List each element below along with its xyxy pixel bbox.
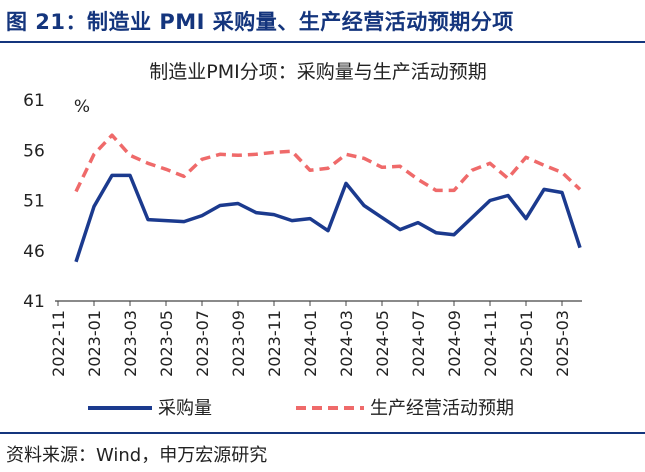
figure-title: 图 21：制造业 PMI 采购量、生产经营活动预期分项 <box>6 10 514 34</box>
x-tick-label: 2025-01 <box>517 310 536 377</box>
x-tick-label: 2022-11 <box>49 310 68 377</box>
series-expectation-line <box>74 133 582 193</box>
x-axis: 2022-11 2023-01 2023-03 2023-05 2023-07 2023-… <box>49 300 582 377</box>
x-tick-label: 2024-05 <box>373 310 392 377</box>
legend-label-purchase: 采购量 <box>158 398 212 419</box>
x-tick-label: 2023-09 <box>229 310 248 377</box>
x-tick-label: 2024-03 <box>337 310 356 377</box>
y-tick-label: 46 <box>23 242 45 262</box>
y-tick-label: 61 <box>23 91 45 111</box>
x-tick-label: 2024-01 <box>301 310 320 377</box>
x-tick-label: 2023-05 <box>157 310 176 377</box>
title-rule <box>0 41 645 43</box>
y-tick-label: 51 <box>23 192 45 212</box>
x-tick-label: 2023-01 <box>85 310 104 377</box>
series-layer <box>74 133 582 263</box>
x-tick-label: 2023-07 <box>193 310 212 377</box>
source-note: 资料来源：Wind，申万宏源研究 <box>6 445 268 466</box>
line-chart: 制造业PMI分项：采购量与生产活动预期 % 41 46 51 56 61 2022-11… <box>23 61 582 419</box>
source-rule <box>0 432 645 434</box>
x-tick-label: 2024-11 <box>481 310 500 377</box>
legend-label-expectation: 生产经营活动预期 <box>370 398 514 419</box>
chart-title: 制造业PMI分项：采购量与生产活动预期 <box>149 61 486 83</box>
x-tick-label: 2024-09 <box>445 310 464 377</box>
x-tick-label: 2024-07 <box>409 310 428 377</box>
y-tick-label: 56 <box>23 141 45 161</box>
x-tick-label: 2025-03 <box>553 310 572 377</box>
series-purchase-line <box>74 173 582 263</box>
y-unit-label: % <box>74 97 90 117</box>
x-tick-label: 2023-03 <box>121 310 140 377</box>
y-axis: 41 46 51 56 61 <box>23 91 45 312</box>
legend: 采购量 生产经营活动预期 <box>88 398 514 419</box>
x-tick-label: 2023-11 <box>265 310 284 377</box>
y-tick-label: 41 <box>23 292 45 312</box>
